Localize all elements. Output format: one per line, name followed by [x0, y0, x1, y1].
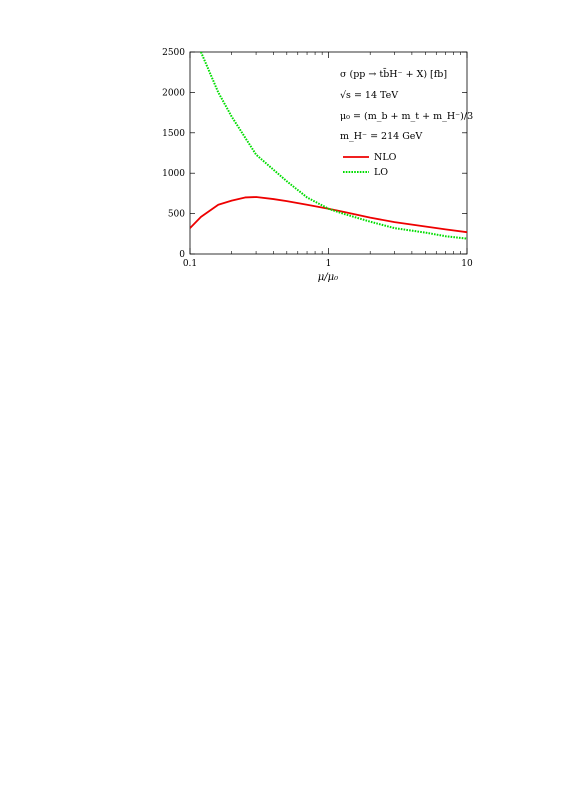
y-tick-label: 2000: [162, 88, 185, 98]
annotation-energy: √s = 14 TeV: [340, 90, 398, 101]
legend-label-nlo: NLO: [374, 152, 397, 163]
x-tick-label: 0.1: [183, 259, 197, 269]
series-line-lo: [200, 52, 467, 240]
y-tick-label: 500: [168, 210, 185, 220]
x-tick-label: 10: [461, 259, 473, 269]
data-series: [190, 52, 467, 240]
y-tick-label: 0: [179, 250, 185, 260]
legend: NLO LO: [343, 152, 397, 178]
axis-ticks: [189, 51, 468, 255]
annotation-scale: μ₀ = (m_b + m_t + m_H⁻)/3: [340, 111, 473, 122]
plot-frame: [189, 51, 468, 255]
y-tick-label: 1500: [162, 129, 185, 139]
x-axis-label: μ/μ₀: [318, 272, 338, 283]
legend-label-lo: LO: [374, 167, 388, 178]
annotation-mass: m_H⁻ = 214 GeV: [340, 131, 422, 142]
annotation-block: σ (pp → tb̄H⁻ + X) [fb] √s = 14 TeV μ₀ =…: [340, 68, 473, 142]
annotation-process: σ (pp → tb̄H⁻ + X) [fb]: [340, 68, 447, 80]
x-tick-label: 1: [326, 259, 332, 269]
tick-labels: 0 500 1000 1500 2000 2500 0.1 1 10: [162, 48, 473, 269]
y-tick-label: 2500: [162, 48, 185, 58]
y-tick-label: 1000: [162, 169, 185, 179]
series-line-nlo: [190, 196, 467, 234]
